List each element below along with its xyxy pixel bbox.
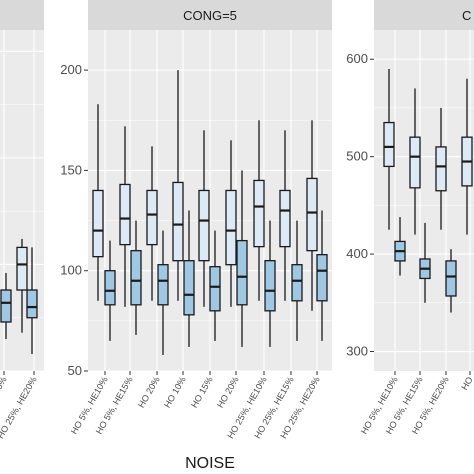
box-right-6 <box>461 78 473 235</box>
box-iqr <box>16 246 28 291</box>
y-tick-label: 300 <box>346 344 368 359</box>
box-middle-1 <box>104 240 116 341</box>
y-tick-label: 200 <box>60 62 82 77</box>
box-iqr <box>253 179 265 248</box>
box-iqr <box>130 249 142 306</box>
y-tick-label: 50 <box>68 363 82 378</box>
box-right-4 <box>435 107 447 230</box>
box-left-extra-0 <box>0 272 12 340</box>
box-iqr <box>445 260 457 297</box>
x-tick-label: HO 20% <box>215 375 241 409</box>
strip-left <box>0 0 44 30</box>
box-middle-8 <box>198 130 210 307</box>
box-iqr <box>383 121 395 168</box>
box-iqr <box>104 270 116 306</box>
y-tick-label: 400 <box>346 246 368 261</box>
x-axis-title: NOISE <box>185 455 235 472</box>
box-iqr <box>264 260 276 312</box>
box-middle-16 <box>306 120 318 311</box>
box-iqr <box>157 264 169 306</box>
box-middle-14 <box>279 130 291 301</box>
box-middle-5 <box>157 230 169 355</box>
box-right-2 <box>409 88 421 235</box>
box-iqr <box>435 146 447 192</box>
box-iqr <box>291 264 303 302</box>
strip-label-middle: CONG=5 <box>183 8 237 23</box>
box-right-3 <box>419 222 431 303</box>
box-iqr <box>209 266 221 312</box>
box-middle-17 <box>316 210 328 341</box>
y-tick-label: 600 <box>346 51 368 66</box>
box-middle-11 <box>236 170 248 347</box>
box-right-5 <box>445 249 457 313</box>
box-iqr <box>119 183 131 246</box>
y-tick-label: 100 <box>60 263 82 278</box>
box-middle-13 <box>264 220 276 347</box>
strip-label-right: C <box>462 8 471 23</box>
box-middle-4 <box>146 146 158 301</box>
box-iqr <box>26 289 38 319</box>
box-iqr <box>146 189 158 246</box>
box-middle-0 <box>92 104 104 301</box>
box-middle-10 <box>225 140 237 307</box>
box-middle-15 <box>291 220 303 341</box>
box-iqr <box>236 239 248 306</box>
x-tick-label: HO 20% <box>136 375 162 409</box>
box-right-0 <box>383 68 395 230</box>
x-tick-label: HO <box>459 375 474 392</box>
box-iqr <box>306 177 318 252</box>
box-iqr <box>0 289 12 323</box>
x-tick-label: HO 15% <box>189 375 215 409</box>
box-middle-12 <box>253 120 265 301</box>
panel-left: 5%, HE20%HO 25%, HE20% <box>0 0 44 440</box>
box-iqr <box>183 260 195 316</box>
box-left-1 <box>26 247 38 354</box>
box-iqr <box>225 189 237 266</box>
box-right-1 <box>394 217 406 276</box>
strip-right <box>374 0 474 30</box>
box-left-0 <box>16 238 28 333</box>
box-iqr <box>279 189 291 248</box>
box-middle-6 <box>172 70 184 301</box>
box-iqr <box>409 136 421 189</box>
y-tick-label: 500 <box>346 149 368 164</box>
box-iqr <box>172 181 184 262</box>
y-tick-label: 150 <box>60 162 82 177</box>
box-middle-9 <box>209 230 221 341</box>
strip-middle <box>88 0 332 30</box>
x-tick-label: HO 10% <box>162 375 188 409</box>
box-middle-3 <box>130 220 142 335</box>
box-middle-2 <box>119 126 131 307</box>
box-iqr <box>198 189 210 262</box>
plot-bg-right <box>374 30 474 371</box>
box-iqr <box>92 189 104 258</box>
box-middle-7 <box>183 210 195 347</box>
box-iqr <box>316 254 328 302</box>
